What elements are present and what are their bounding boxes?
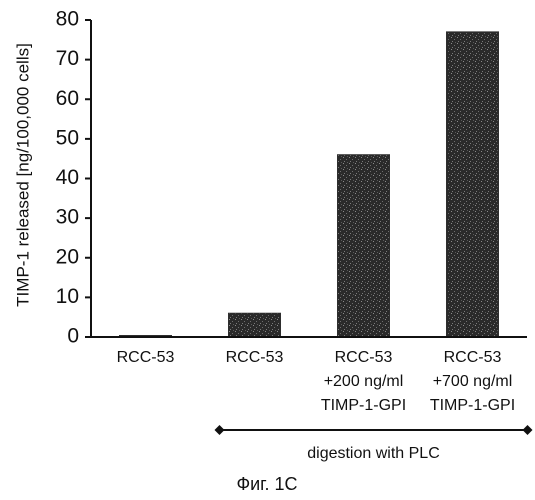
y-tick-label: 20 [56, 245, 79, 268]
x-category-label-line: +700 ng/ml [433, 373, 513, 390]
y-tick-label: 0 [67, 325, 79, 348]
x-category-label-line: RCC-53 [335, 349, 393, 366]
figure-caption: Фиг. 1С [236, 474, 297, 494]
bracket-label: digestion with PLC [307, 445, 440, 462]
y-tick-label: 50 [56, 126, 79, 149]
x-category-label-line: +200 ng/ml [324, 373, 404, 390]
y-tick-label: 80 [56, 8, 79, 31]
y-tick-label: 70 [56, 47, 79, 70]
bar-2 [229, 313, 281, 337]
y-tick-label: 60 [56, 87, 79, 110]
y-axis-ticks: 0 10 20 30 40 50 60 70 80 [56, 8, 91, 348]
y-tick-label: 10 [56, 285, 79, 308]
y-tick-label: 40 [56, 166, 79, 189]
bracket-right-diamond [523, 425, 533, 435]
y-axis-label-text: TIMP-1 released [ng/100,000 cells] [13, 43, 32, 307]
y-tick-label: 30 [56, 206, 79, 229]
x-category-label-line: RCC-53 [444, 349, 502, 366]
bars [120, 32, 499, 337]
x-category-label-line: RCC-53 [117, 349, 175, 366]
plc-digestion-bracket [215, 425, 533, 435]
x-category-label-line: RCC-53 [226, 349, 284, 366]
bar-3 [338, 155, 390, 337]
x-category-label-line: TIMP-1-GPI [321, 397, 406, 414]
bracket-left-diamond [215, 425, 225, 435]
y-axis-label: TIMP-1 released [ng/100,000 cells] [13, 43, 32, 307]
x-category-label-line: TIMP-1-GPI [430, 397, 515, 414]
bar-4 [447, 32, 499, 337]
x-category-labels: RCC-53 RCC-53 RCC-53 +200 ng/ml TIMP-1-GPI RC… [117, 349, 516, 414]
